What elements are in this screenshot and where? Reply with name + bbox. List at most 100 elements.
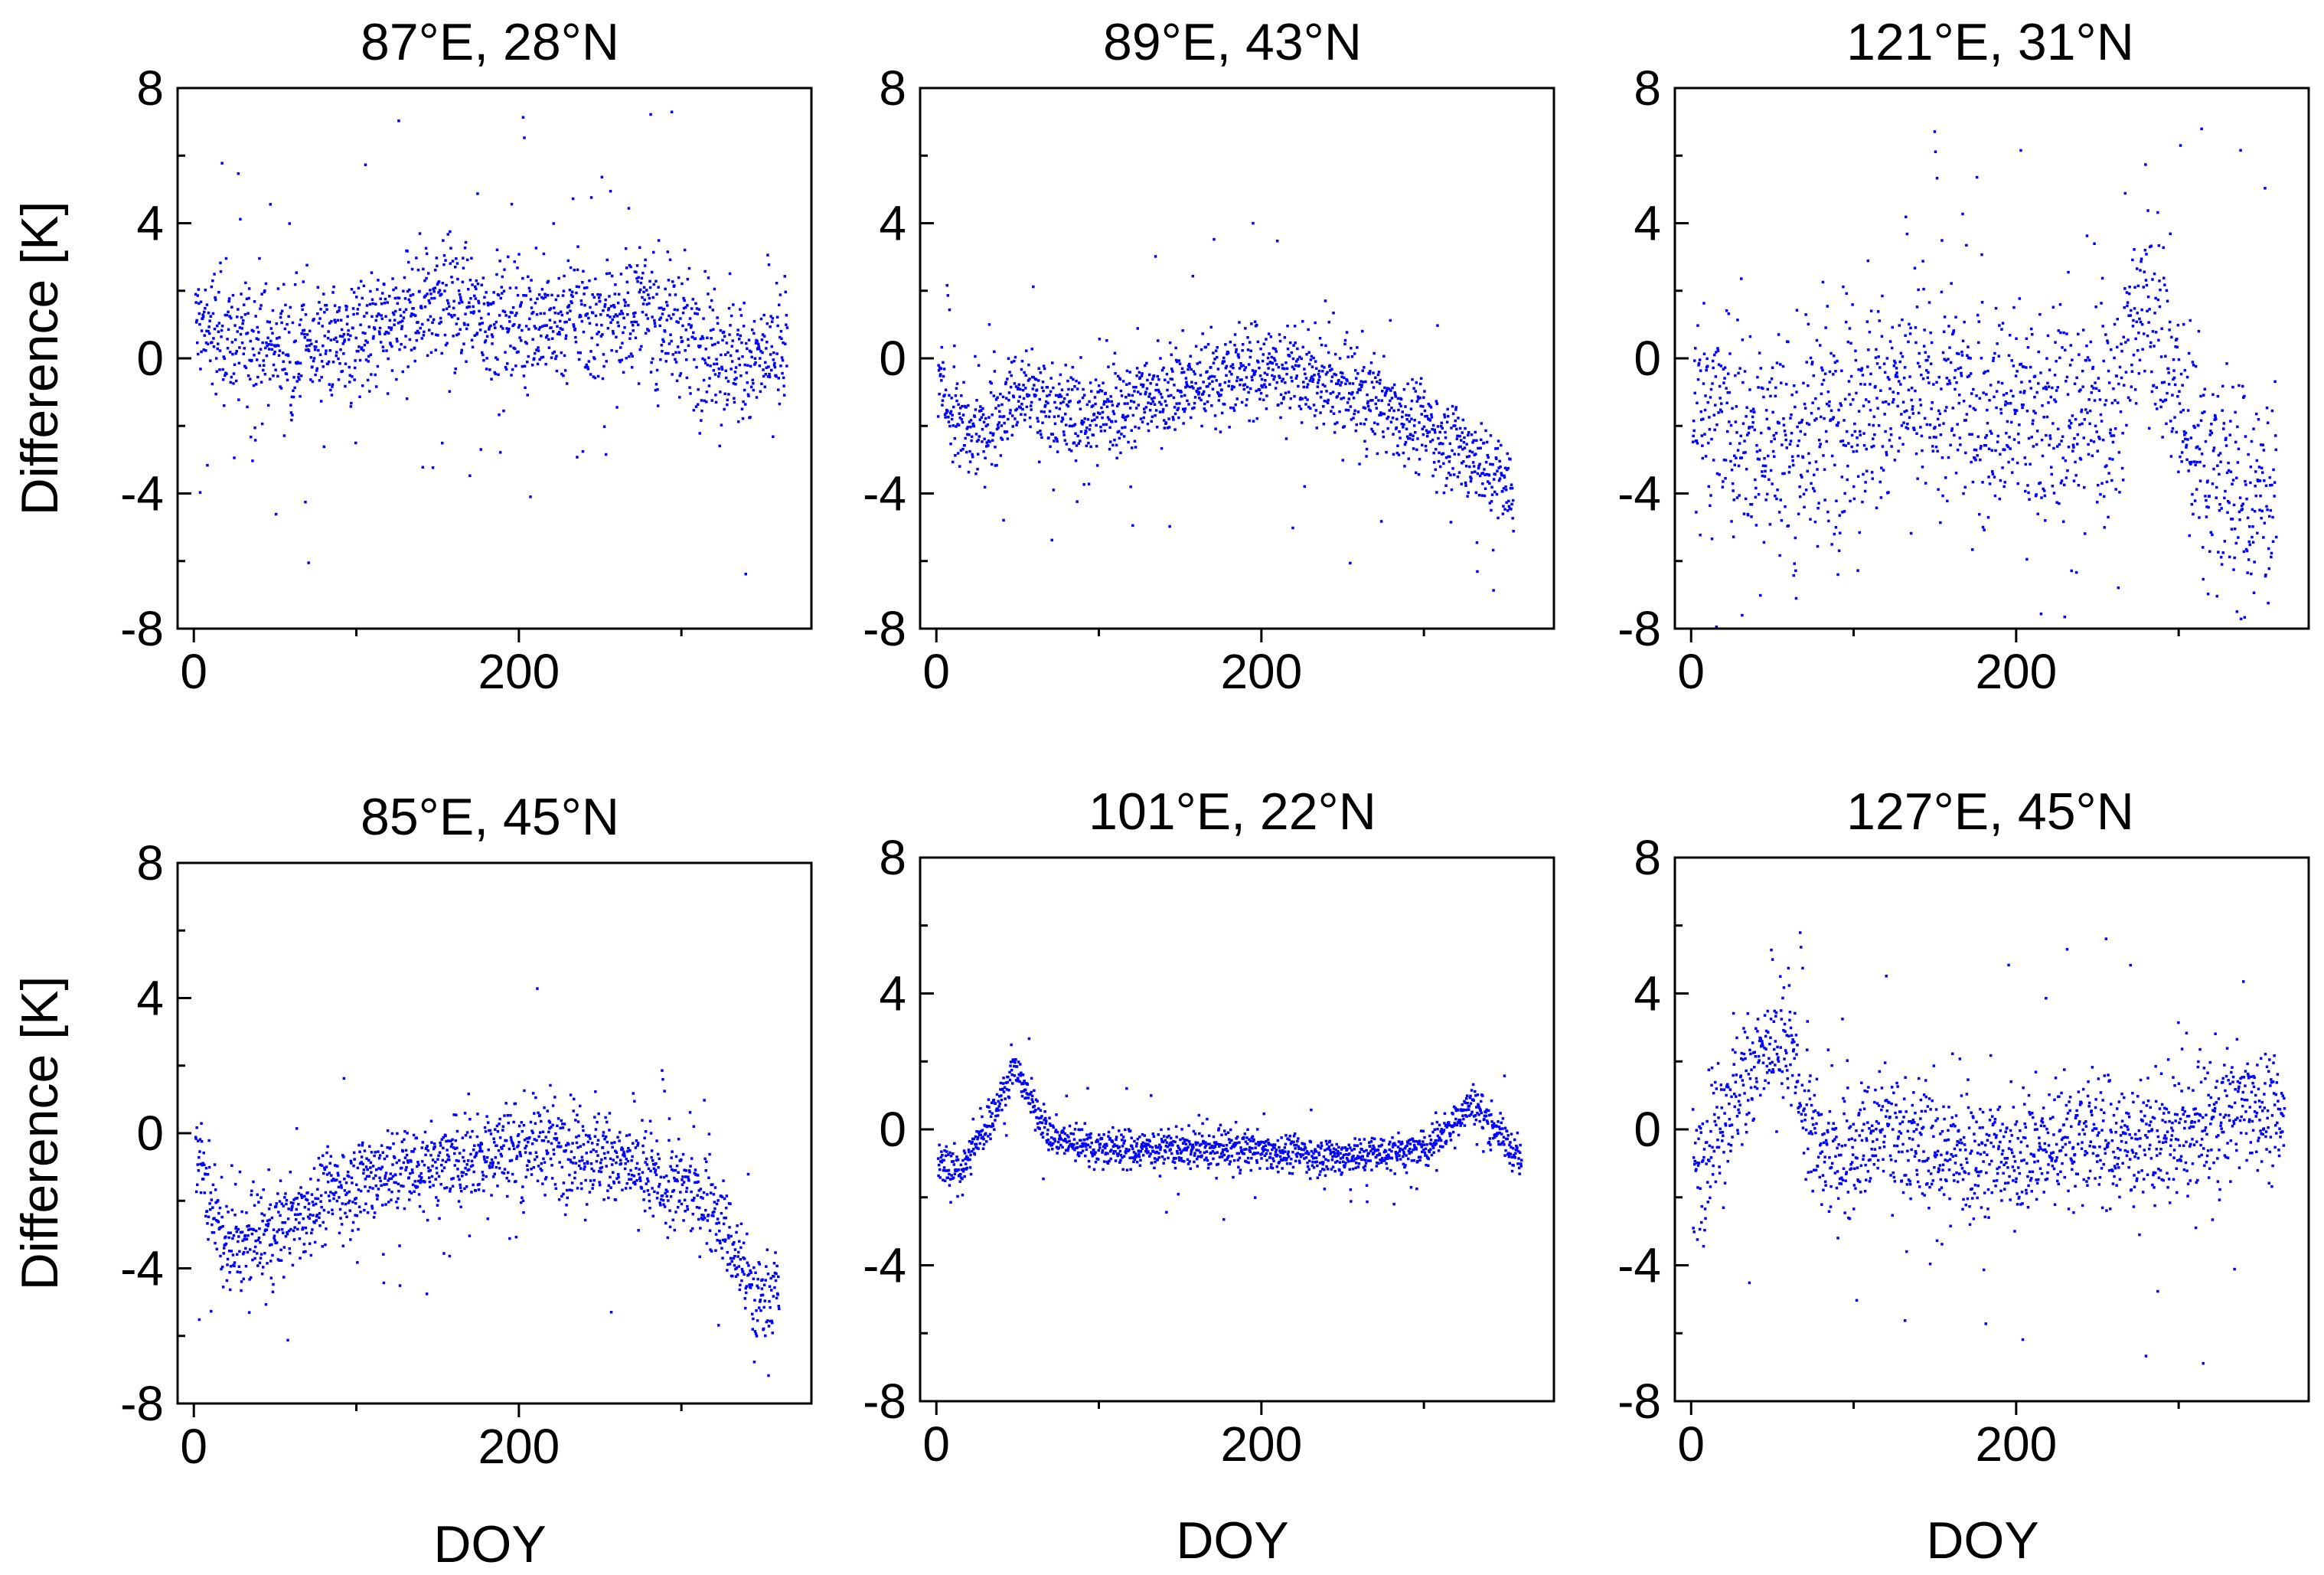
- data-point: [270, 348, 274, 351]
- data-point: [1085, 444, 1089, 448]
- data-point: [1843, 419, 1846, 422]
- data-point: [375, 385, 378, 388]
- data-point: [1141, 384, 1145, 387]
- data-point: [2114, 488, 2117, 491]
- data-point: [1092, 404, 1095, 407]
- data-point: [1820, 392, 1823, 396]
- data-point: [456, 317, 460, 320]
- data-point: [384, 315, 387, 318]
- data-point: [567, 304, 571, 307]
- data-point: [1411, 377, 1414, 381]
- data-point: [284, 1192, 287, 1195]
- data-point: [2026, 484, 2029, 487]
- data-point: [1356, 372, 1359, 375]
- data-point: [1295, 360, 1298, 363]
- data-point: [2094, 424, 2097, 428]
- data-point: [370, 1207, 374, 1210]
- data-point: [367, 1175, 370, 1178]
- data-point: [1000, 403, 1004, 407]
- data-point: [1277, 365, 1281, 369]
- data-point: [447, 302, 450, 305]
- data-point: [1990, 449, 1993, 452]
- data-point: [1203, 402, 1206, 406]
- data-point: [1088, 428, 1092, 431]
- data-point: [736, 333, 739, 336]
- data-point: [1220, 411, 1224, 415]
- data-point: [1038, 397, 1041, 401]
- data-point: [1095, 464, 1099, 467]
- data-point: [1464, 426, 1467, 430]
- data-point: [769, 353, 772, 356]
- data-point: [514, 347, 517, 351]
- data-point: [318, 301, 321, 304]
- data-point: [664, 360, 667, 363]
- data-point: [2017, 441, 2020, 444]
- data-point: [1484, 460, 1488, 464]
- data-point: [214, 296, 217, 299]
- data-point: [651, 357, 654, 361]
- data-point: [362, 348, 365, 352]
- data-point: [733, 397, 736, 400]
- data-point: [1720, 410, 1723, 413]
- data-point: [424, 247, 428, 250]
- data-point: [1869, 372, 1872, 376]
- data-point: [1407, 437, 1410, 440]
- data-point: [1771, 366, 1774, 369]
- data-point: [770, 345, 773, 348]
- data-point: [1381, 390, 1384, 393]
- data-point: [2141, 348, 2144, 351]
- data-point: [1852, 497, 1856, 501]
- data-point: [1040, 433, 1043, 436]
- data-point: [653, 322, 657, 325]
- data-point: [1467, 433, 1470, 437]
- data-point: [1181, 329, 1184, 332]
- data-point: [1365, 455, 1368, 458]
- data-point: [485, 357, 488, 360]
- data-point: [348, 1209, 351, 1212]
- data-point: [338, 1196, 341, 1199]
- data-point: [484, 339, 488, 342]
- data-point: [642, 286, 646, 289]
- data-point: [2156, 407, 2159, 410]
- data-point: [1119, 389, 1123, 393]
- data-point: [2169, 320, 2172, 324]
- data-point: [305, 345, 308, 348]
- data-point: [1180, 371, 1183, 374]
- data-point: [351, 1201, 354, 1204]
- y-tick-label: 8: [1634, 60, 1661, 116]
- data-point: [528, 289, 532, 292]
- data-point: [290, 1206, 294, 1209]
- data-point: [1022, 384, 1025, 387]
- data-point: [366, 1211, 370, 1214]
- data-point: [2087, 453, 2091, 456]
- data-point: [1131, 446, 1134, 449]
- data-point: [1815, 417, 1818, 420]
- data-point: [1793, 384, 1796, 387]
- data-point: [715, 362, 719, 365]
- data-point: [1359, 388, 1362, 391]
- data-point: [354, 336, 357, 340]
- data-point: [1740, 456, 1743, 459]
- data-point: [1432, 451, 1435, 455]
- data-point: [1301, 320, 1304, 323]
- data-point: [1134, 386, 1138, 389]
- data-point: [295, 1127, 299, 1130]
- data-point: [1364, 380, 1367, 384]
- data-point: [432, 1184, 435, 1187]
- data-point: [2051, 422, 2055, 425]
- data-point: [460, 351, 463, 355]
- data-point: [1937, 409, 1940, 413]
- data-point: [291, 321, 295, 325]
- data-point: [287, 1207, 290, 1211]
- data-point: [1913, 428, 1916, 431]
- data-point: [444, 1160, 448, 1164]
- data-point: [2253, 560, 2256, 564]
- data-point: [659, 316, 663, 319]
- data-point: [2215, 417, 2218, 420]
- data-point: [1764, 409, 1768, 412]
- data-point: [2130, 385, 2133, 388]
- data-point: [2123, 191, 2127, 195]
- data-point: [250, 1232, 254, 1236]
- data-point: [1327, 321, 1330, 324]
- data-point: [2270, 555, 2273, 559]
